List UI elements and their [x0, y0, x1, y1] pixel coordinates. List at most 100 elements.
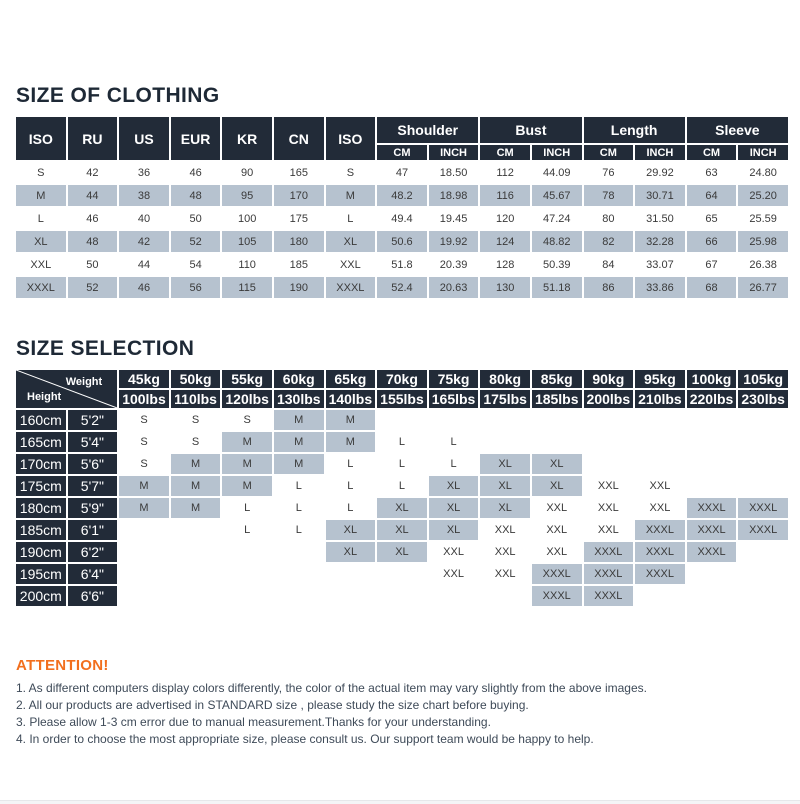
empty-cell: [323, 562, 378, 586]
size-table-cell: 120: [478, 206, 532, 231]
recommended-size-cell: L: [220, 518, 274, 542]
recommended-size-cell: L: [375, 474, 429, 498]
size-table-cell: 48.82: [529, 229, 584, 254]
recommended-size-cell: XXL: [633, 496, 687, 520]
recommended-size-cell: XXL: [426, 540, 481, 564]
empty-cell: [633, 584, 687, 608]
size-table-cell: 25.98: [736, 229, 790, 254]
size-table-cell: 90: [220, 160, 274, 185]
height-ft-header: 5'6": [65, 452, 120, 476]
recommended-size-cell: XXXL: [529, 562, 584, 586]
size-table-cell: 51.8: [375, 252, 429, 277]
height-header-165cm: 165cm: [14, 430, 68, 454]
weight-height-corner-cell: Weight Height: [13, 368, 120, 410]
size-table-row: S 42 36 46 90 165 S 47 18.50 112 44.09 76 29.92 63 24.…: [14, 160, 790, 185]
recommended-size-cell: XXXL: [736, 518, 790, 542]
recommended-size-cell: L: [220, 496, 274, 520]
size-table-cell: 68: [684, 275, 739, 300]
size-table-cell: 115: [220, 275, 274, 300]
selection-table-row: 175cm 5'7" M M M L L L XL XL XL XXL XXL: [14, 474, 790, 498]
size-table-cell: 56: [168, 275, 223, 300]
empty-cell: [633, 430, 687, 454]
height-header-180cm: 180cm: [14, 496, 68, 520]
empty-cell: [220, 584, 274, 608]
empty-cell: [117, 562, 171, 586]
size-table-cell: S: [323, 160, 378, 185]
selection-table-row: 185cm 6'1" L L XL XL XL XXL XXL XXL XXXL XXXL XXXL: [14, 518, 790, 542]
empty-cell: [684, 474, 739, 498]
size-table-cell: 44: [65, 183, 120, 208]
weight-header-130lbs: 130lbs: [271, 388, 326, 410]
weight-header-85kg: 85kg: [529, 368, 584, 390]
recommended-size-cell: XL: [426, 496, 481, 520]
selection-table-row: 195cm 6'4" XXL XXL XXXL XXXL XXXL: [14, 562, 790, 586]
empty-cell: [271, 562, 326, 586]
size-table-cell: L: [14, 206, 68, 231]
empty-cell: [375, 584, 429, 608]
weight-header-120lbs: 120lbs: [220, 388, 274, 410]
size-table-cell: 190: [271, 275, 326, 300]
size-table-cell: 76: [581, 160, 636, 185]
size-table-cell: 165: [271, 160, 326, 185]
weight-header-60kg: 60kg: [271, 368, 326, 390]
group-header-length: Length: [581, 115, 687, 145]
size-table-row: M 44 38 48 95 170 M 48.2 18.98 116 45.67 78 30.71 64 2…: [14, 183, 790, 208]
empty-cell: [736, 408, 790, 432]
recommended-size-cell: XXL: [478, 562, 532, 586]
recommended-size-cell: XXL: [529, 496, 584, 520]
recommended-size-cell: L: [375, 430, 429, 454]
unit-header-inch: INCH: [736, 143, 790, 162]
size-table-cell: 29.92: [633, 160, 687, 185]
recommended-size-cell: M: [271, 408, 326, 432]
weight-header-220lbs: 220lbs: [684, 388, 739, 410]
empty-cell: [271, 540, 326, 564]
attention-title: ATTENTION!: [16, 657, 109, 674]
size-table-cell: 105: [220, 229, 274, 254]
group-header-shoulder: Shoulder: [375, 115, 481, 145]
unit-header-inch: INCH: [426, 143, 481, 162]
weight-header-100lbs: 100lbs: [117, 388, 171, 410]
size-table-cell: 25.20: [736, 183, 790, 208]
recommended-size-cell: XXL: [478, 540, 532, 564]
column-header-kr: KR: [220, 115, 274, 162]
size-table-cell: 175: [271, 206, 326, 231]
height-axis-label: Height: [27, 391, 62, 403]
size-table-cell: 30.71: [633, 183, 687, 208]
size-table-cell: XXXL: [14, 275, 68, 300]
empty-cell: [375, 562, 429, 586]
size-table-head: ISO RU US EUR KR CN ISO Shoulder Bust Length Sleev…: [14, 115, 791, 162]
height-ft-header: 6'1": [65, 518, 120, 542]
empty-cell: [581, 408, 636, 432]
recommended-size-cell: XXL: [633, 474, 687, 498]
weight-header-155lbs: 155lbs: [375, 388, 429, 410]
recommended-size-cell: XXL: [478, 518, 532, 542]
height-ft-header: 6'6": [65, 584, 120, 608]
recommended-size-cell: XXXL: [581, 584, 636, 608]
size-of-clothing-table: ISO RU US EUR KR CN ISO Shoulder Bust Length Sleev…: [14, 115, 791, 300]
height-header-170cm: 170cm: [14, 452, 68, 476]
recommended-size-cell: S: [117, 408, 171, 432]
recommended-size-cell: M: [323, 408, 378, 432]
size-table-cell: 67: [684, 252, 739, 277]
size-table-row: XXXL 52 46 56 115 190 XXXL 52.4 20.63 130 51.18 86 3…: [14, 275, 790, 300]
weight-header-95kg: 95kg: [633, 368, 687, 390]
size-table-cell: 130: [478, 275, 532, 300]
size-selection-table: Weight Height 45kg 50kg 55kg 60kg 65kg 70kg 75…: [13, 368, 790, 608]
empty-cell: [736, 562, 790, 586]
selection-table-row: 170cm 5'6" S M M M L L L XL XL: [14, 452, 790, 476]
selection-table-body: 160cm 5'2" S S S M M 165cm 5'4" S S M M M L L 170cm 5'6" S…: [14, 408, 790, 608]
recommended-size-cell: M: [271, 452, 326, 476]
selection-table-row: 160cm 5'2" S S S M M: [14, 408, 790, 432]
size-table-cell: 19.45: [426, 206, 481, 231]
selection-weight-lbs-row: 100lbs 110lbs 120lbs 130lbs 140lbs 155lbs 165l…: [15, 388, 790, 410]
recommended-size-cell: XXXL: [633, 562, 687, 586]
height-ft-header: 5'4": [65, 430, 120, 454]
empty-cell: [581, 430, 636, 454]
size-table-cell: 185: [271, 252, 326, 277]
size-table-cell: 46: [65, 206, 120, 231]
attention-note: 2. All our products are advertised in ST…: [16, 698, 529, 712]
empty-cell: [271, 584, 326, 608]
empty-cell: [633, 452, 687, 476]
size-table-cell: XL: [14, 229, 68, 254]
recommended-size-cell: XL: [375, 540, 429, 564]
